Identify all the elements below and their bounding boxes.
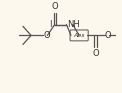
Text: O: O xyxy=(44,31,50,40)
Text: O: O xyxy=(105,31,111,40)
Text: I: I xyxy=(49,20,52,29)
Text: NH: NH xyxy=(67,20,80,29)
Text: O: O xyxy=(51,2,58,11)
FancyBboxPatch shape xyxy=(70,30,88,41)
Text: O: O xyxy=(92,49,99,58)
Text: Abs: Abs xyxy=(73,33,85,38)
